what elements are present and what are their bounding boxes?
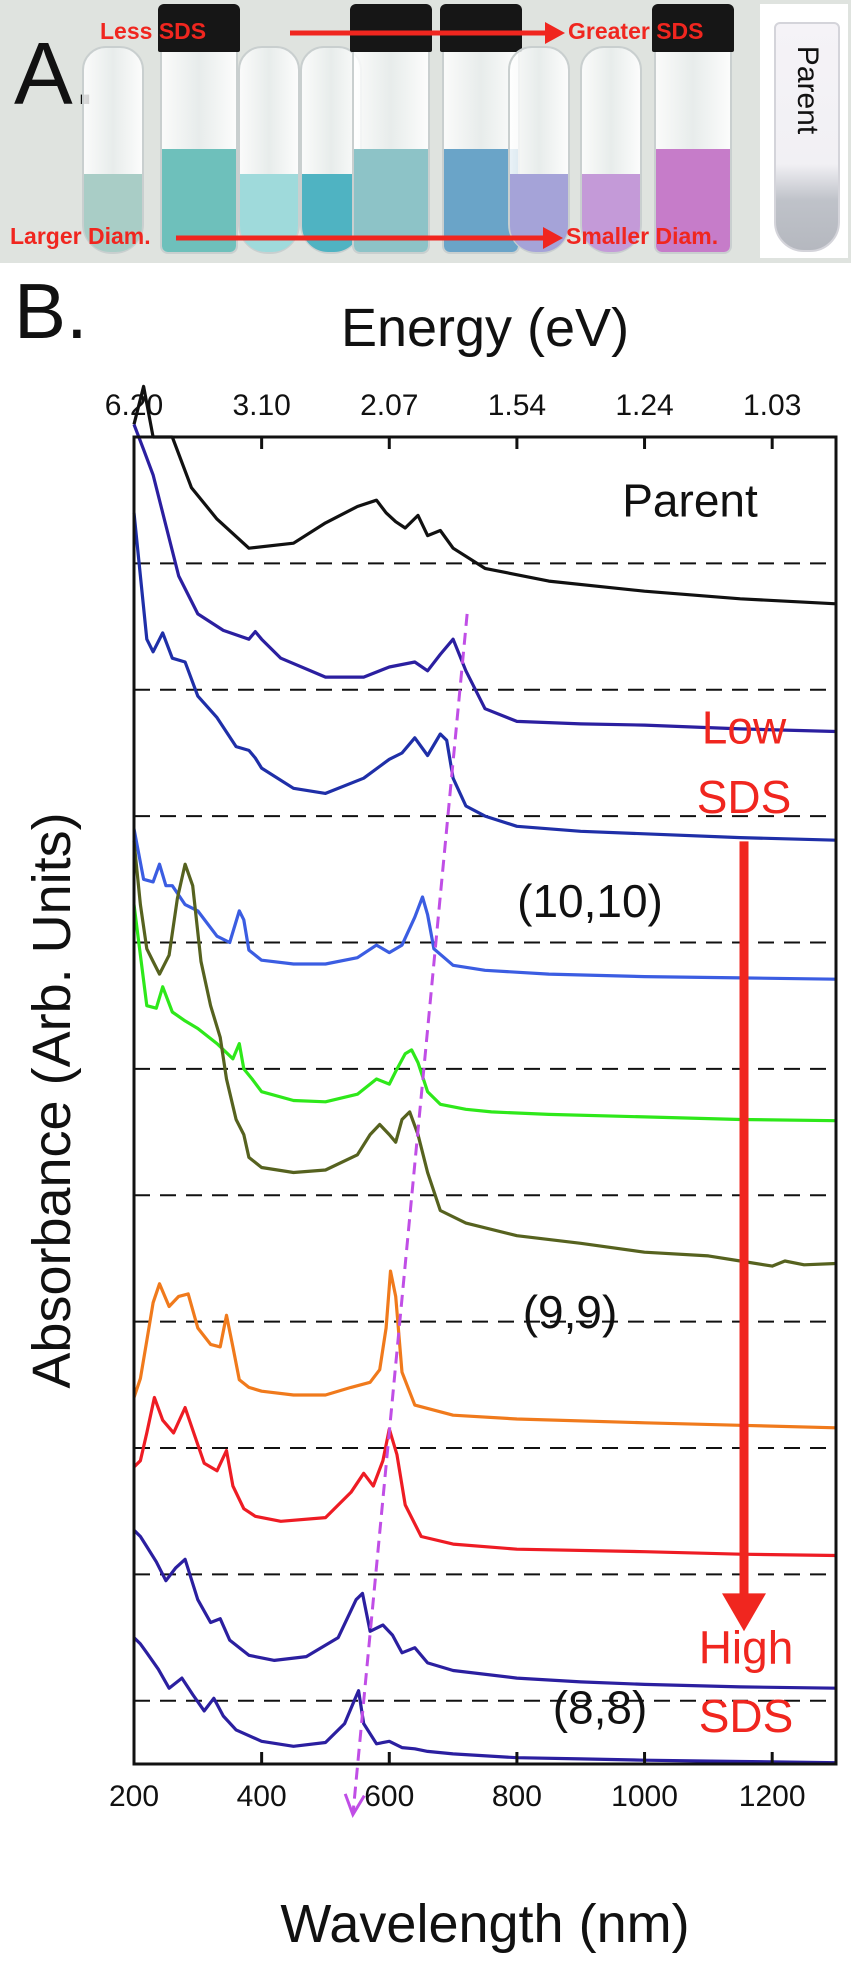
x-tick-label: 1000 (611, 1780, 678, 1813)
x-tick-label: 400 (237, 1780, 287, 1813)
larger-diam-text: Larger Diam. (10, 223, 151, 249)
spectrum-line-6 (132, 841, 837, 1268)
vial-cap (350, 4, 432, 52)
chart-annotations: Parent (10,10) (9,9) (8,8) Low SDS High SDS (343, 475, 794, 1819)
plot-frame (132, 435, 838, 1766)
axis-ticks: 200 400 600 800 1000 1200 6.20 3.10 2.07 1.54 1.24… (105, 389, 806, 1813)
top-tick-label: 1.54 (488, 389, 546, 422)
vial-4 (300, 46, 362, 254)
vial-liquid (582, 174, 640, 252)
spectrum-line-7 (132, 1269, 837, 1430)
vial-cap (440, 4, 522, 52)
top-tick-label: 1.03 (743, 389, 801, 422)
x-tick-label: 200 (109, 1780, 159, 1813)
vial-8 (580, 46, 642, 254)
spectrum-line-1 (132, 384, 837, 606)
top-axis-title: Energy (eV) (341, 298, 629, 358)
high-sds-label: SDS (699, 1690, 794, 1742)
trace-label: (10,10) (517, 875, 663, 927)
smaller-diam-text: Smaller Diam. (566, 223, 719, 249)
top-tick-label: 2.07 (360, 389, 418, 422)
spectra-series (132, 384, 837, 1765)
peak-shift-arrow (351, 613, 469, 1815)
y-axis-title: Absorbance (Arb. Units) (22, 812, 82, 1388)
vial-photo-panel: A. Parent Less SDS Greater SDS Larger Di… (0, 0, 851, 263)
top-tick-label: 6.20 (105, 389, 163, 422)
x-tick-label: 600 (364, 1780, 414, 1813)
vial-liquid (84, 174, 142, 252)
vial-9 (652, 4, 734, 254)
low-sds-label: SDS (697, 771, 792, 823)
spectrum-line-10 (132, 1636, 837, 1765)
spectrum-line-2 (132, 423, 837, 734)
less-sds-text: Less SDS (100, 18, 207, 44)
spectrum-line-5 (132, 904, 837, 1123)
spectrum-line-3 (132, 512, 837, 842)
low-sds-label: Low (702, 702, 787, 754)
high-sds-label: High (699, 1622, 794, 1674)
vial-5 (350, 4, 432, 254)
vial-2 (158, 4, 240, 254)
peak-shift-arrow-head (343, 1793, 366, 1819)
sds-arrow-head (722, 1593, 766, 1632)
panel-a-arrows (176, 22, 565, 249)
x-axis-title: Wavelength (nm) (280, 1894, 689, 1954)
vial-liquid (656, 148, 730, 252)
bottom-arrow-head (543, 227, 563, 249)
trace-label: Parent (622, 475, 758, 527)
vial-liquid (444, 148, 518, 252)
spectrum-line-4 (132, 828, 837, 981)
top-arrow-head (545, 22, 565, 44)
spectrum-line-8 (132, 1395, 837, 1558)
trace-label: (9,9) (523, 1286, 618, 1338)
parent-vial: Parent (774, 22, 840, 252)
vial-cap (158, 4, 240, 52)
x-tick-label: 800 (492, 1780, 542, 1813)
vial-1 (82, 46, 144, 254)
vial-liquid (354, 148, 428, 252)
parent-vial-box: Parent (760, 4, 848, 258)
trace-label: (8,8) (553, 1682, 648, 1734)
x-tick-label: 1200 (739, 1780, 806, 1813)
greater-sds-text: Greater SDS (568, 18, 704, 44)
baseline-grid (134, 562, 836, 1702)
panel-b-label: B. (14, 267, 88, 355)
vial-liquid (162, 148, 236, 252)
top-tick-label: 1.24 (615, 389, 673, 422)
vial-6 (440, 4, 522, 254)
top-tick-label: 3.10 (232, 389, 290, 422)
vial-cap (652, 4, 734, 52)
spectrum-line-9 (132, 1529, 837, 1690)
